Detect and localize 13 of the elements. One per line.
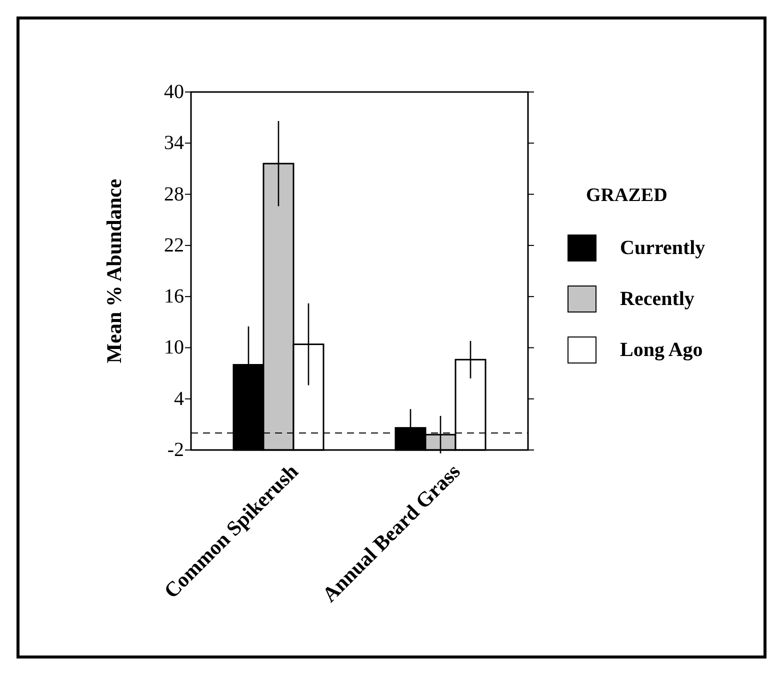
y-tick-label: 4: [174, 388, 184, 410]
legend-title: GRAZED: [586, 185, 668, 206]
y-tick-label: -2: [167, 439, 184, 461]
legend-label: Currently: [620, 237, 706, 259]
y-axis-title: Mean % Abundance: [102, 178, 126, 364]
y-tick-label: 10: [164, 336, 184, 359]
legend-label: Recently: [620, 288, 694, 310]
y-tick-label: 22: [164, 234, 184, 256]
y-tick-label: 16: [164, 286, 184, 308]
y-tick-label: 34: [164, 132, 184, 154]
y-tick-label: 28: [164, 183, 184, 206]
y-tick-label: 40: [164, 81, 184, 103]
legend-label: Long Ago: [620, 339, 703, 361]
